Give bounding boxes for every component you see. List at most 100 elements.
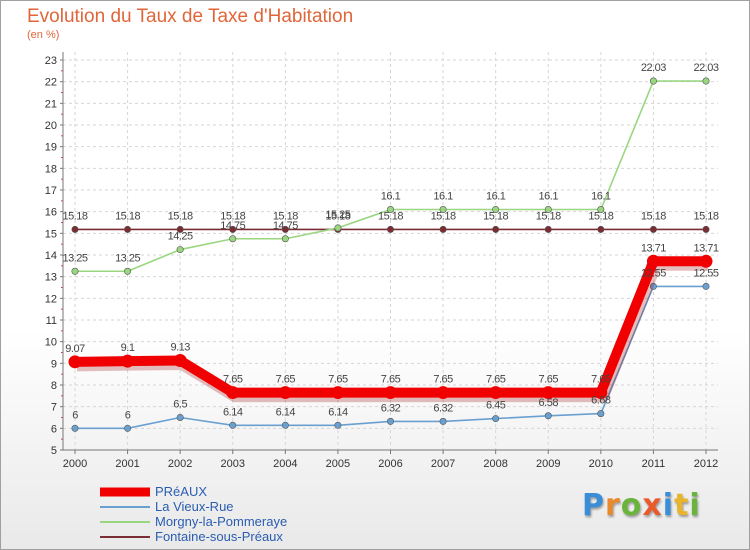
data-point [439, 225, 447, 233]
data-label: 13.71 [641, 242, 666, 254]
data-point [702, 77, 710, 85]
logo-letter: t [674, 488, 690, 523]
data-label: 6 [125, 409, 131, 421]
grid-lines [63, 52, 718, 451]
y-tick-label: 12 [45, 293, 57, 305]
proxiti-logo: Proxiti [582, 488, 701, 523]
x-tick-label: 2005 [326, 458, 350, 470]
data-point [544, 225, 552, 233]
logo-letter: P [582, 488, 605, 523]
data-point [334, 224, 342, 232]
data-label: 15.18 [220, 210, 245, 222]
data-label: 22.03 [693, 62, 718, 74]
data-point [492, 415, 500, 423]
data-point [229, 235, 237, 243]
series-layer [68, 77, 713, 432]
data-point [281, 421, 289, 429]
legend-item: PRéAUX [100, 484, 360, 499]
y-tick-label: 20 [45, 120, 57, 132]
data-label: 9.13 [170, 342, 190, 354]
data-label: 6.68 [591, 395, 611, 407]
data-point [124, 225, 132, 233]
data-point [702, 225, 710, 233]
data-label: 15.18 [325, 210, 350, 222]
data-label: 15.18 [431, 210, 456, 222]
y-tick-label: 21 [45, 98, 57, 110]
legend-item: La Vieux-Rue [100, 499, 360, 514]
data-label: 15.18 [483, 210, 508, 222]
data-label: 6.5 [173, 399, 187, 411]
data-label: 6.14 [328, 406, 348, 418]
data-point [649, 225, 657, 233]
data-label: 12.55 [641, 267, 666, 279]
data-label: 13.25 [62, 252, 87, 264]
logo-letter: r [605, 488, 621, 523]
series-2 [71, 77, 710, 275]
x-tick-label: 2000 [63, 458, 87, 470]
data-point [176, 413, 184, 421]
data-label: 13.25 [115, 252, 140, 264]
x-tick-label: 2004 [273, 458, 297, 470]
x-tick-label: 2011 [642, 458, 666, 470]
y-tick-label: 9 [51, 358, 57, 370]
data-point [71, 225, 79, 233]
logo-letter: o [620, 488, 643, 523]
x-tick-label: 2010 [589, 458, 613, 470]
legend-label: PRéAUX [155, 484, 208, 499]
data-label: 6 [72, 409, 78, 421]
y-tick-label: 15 [45, 228, 57, 240]
data-point [281, 235, 289, 243]
data-label: 14.25 [168, 231, 193, 243]
chart-title: Evolution du Taux de Taxe d'Habitation [27, 6, 354, 27]
data-point [594, 386, 608, 400]
data-point [386, 225, 394, 233]
data-point [71, 424, 79, 432]
data-label: 7.65 [539, 374, 559, 386]
chart-subtitle: (en %) [27, 29, 60, 41]
data-point [176, 225, 184, 233]
data-label: 6.14 [276, 406, 296, 418]
data-point [492, 206, 500, 214]
y-tick-label: 7 [51, 402, 57, 414]
y-tick-label: 5 [51, 445, 57, 457]
data-label: 16.1 [381, 191, 401, 203]
x-tick-label: 2012 [694, 458, 718, 470]
data-label: 6.32 [433, 402, 453, 414]
data-point [281, 225, 289, 233]
data-label: 16.1 [486, 191, 506, 203]
data-point [649, 77, 657, 85]
legend-label: La Vieux-Rue [155, 499, 234, 514]
series-0 [68, 254, 713, 403]
y-tick-label: 23 [45, 55, 57, 67]
data-label: 15.18 [378, 210, 403, 222]
data-point [124, 267, 132, 275]
y-tick-label: 8 [51, 380, 57, 392]
data-label: 7.65 [223, 374, 243, 386]
legend-item: Morgny-la-Pommeraye [100, 514, 360, 529]
x-tick-label: 2007 [431, 458, 455, 470]
data-point [71, 267, 79, 275]
data-label: 15.18 [536, 210, 561, 222]
y-tick-label: 17 [45, 185, 57, 197]
data-label: 15.18 [693, 210, 718, 222]
data-label: 7.65 [276, 374, 296, 386]
data-point [229, 225, 237, 233]
data-point [597, 225, 605, 233]
data-point [646, 254, 660, 268]
data-label: 7.65 [433, 374, 453, 386]
data-point [544, 206, 552, 214]
data-point [597, 410, 605, 418]
data-label: 16.1 [433, 191, 453, 203]
data-point [384, 386, 397, 400]
legend-item: Fontaine-sous-Préaux [100, 529, 360, 544]
data-point [439, 206, 447, 214]
logo-letter: x [642, 488, 663, 523]
data-point [68, 355, 82, 369]
data-label: 15.18 [168, 210, 193, 222]
data-label: 6.58 [539, 397, 559, 409]
data-label: 14.75 [220, 220, 245, 232]
data-point [541, 386, 555, 400]
data-point [386, 206, 394, 214]
